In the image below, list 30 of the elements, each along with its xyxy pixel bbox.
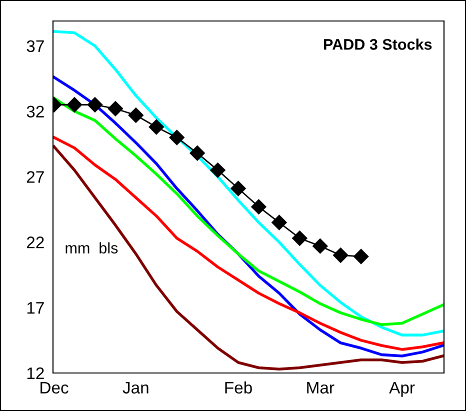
point <box>128 108 144 123</box>
point <box>190 146 205 161</box>
y-tick-label: 22 <box>26 236 44 248</box>
x-tick-label: Jan <box>122 382 148 394</box>
point <box>87 97 103 112</box>
y-tick-label: 37 <box>26 40 44 52</box>
point <box>312 238 328 254</box>
y-tick-label: 27 <box>26 171 44 183</box>
point <box>251 199 266 214</box>
point <box>354 248 369 264</box>
point <box>292 230 308 246</box>
point <box>108 101 124 116</box>
point <box>148 119 164 135</box>
y-tick-label: 12 <box>27 367 44 380</box>
point <box>272 214 287 230</box>
point <box>333 248 348 263</box>
y-tick-label: 32 <box>26 106 44 118</box>
point <box>169 130 184 146</box>
y-tick-label: 17 <box>27 302 44 314</box>
annotation: mm bls <box>66 242 118 254</box>
point <box>210 162 226 178</box>
point <box>230 180 246 196</box>
line-series <box>53 30 444 336</box>
x-tick-label: Dec <box>40 382 68 394</box>
x-tick-label: Apr <box>389 382 415 397</box>
x-tick-label: Feb <box>225 381 252 394</box>
point <box>66 97 82 112</box>
x-tick-label: Mar <box>307 382 334 394</box>
text: PADD 3 Stocks <box>324 38 432 50</box>
line-series <box>53 96 444 326</box>
